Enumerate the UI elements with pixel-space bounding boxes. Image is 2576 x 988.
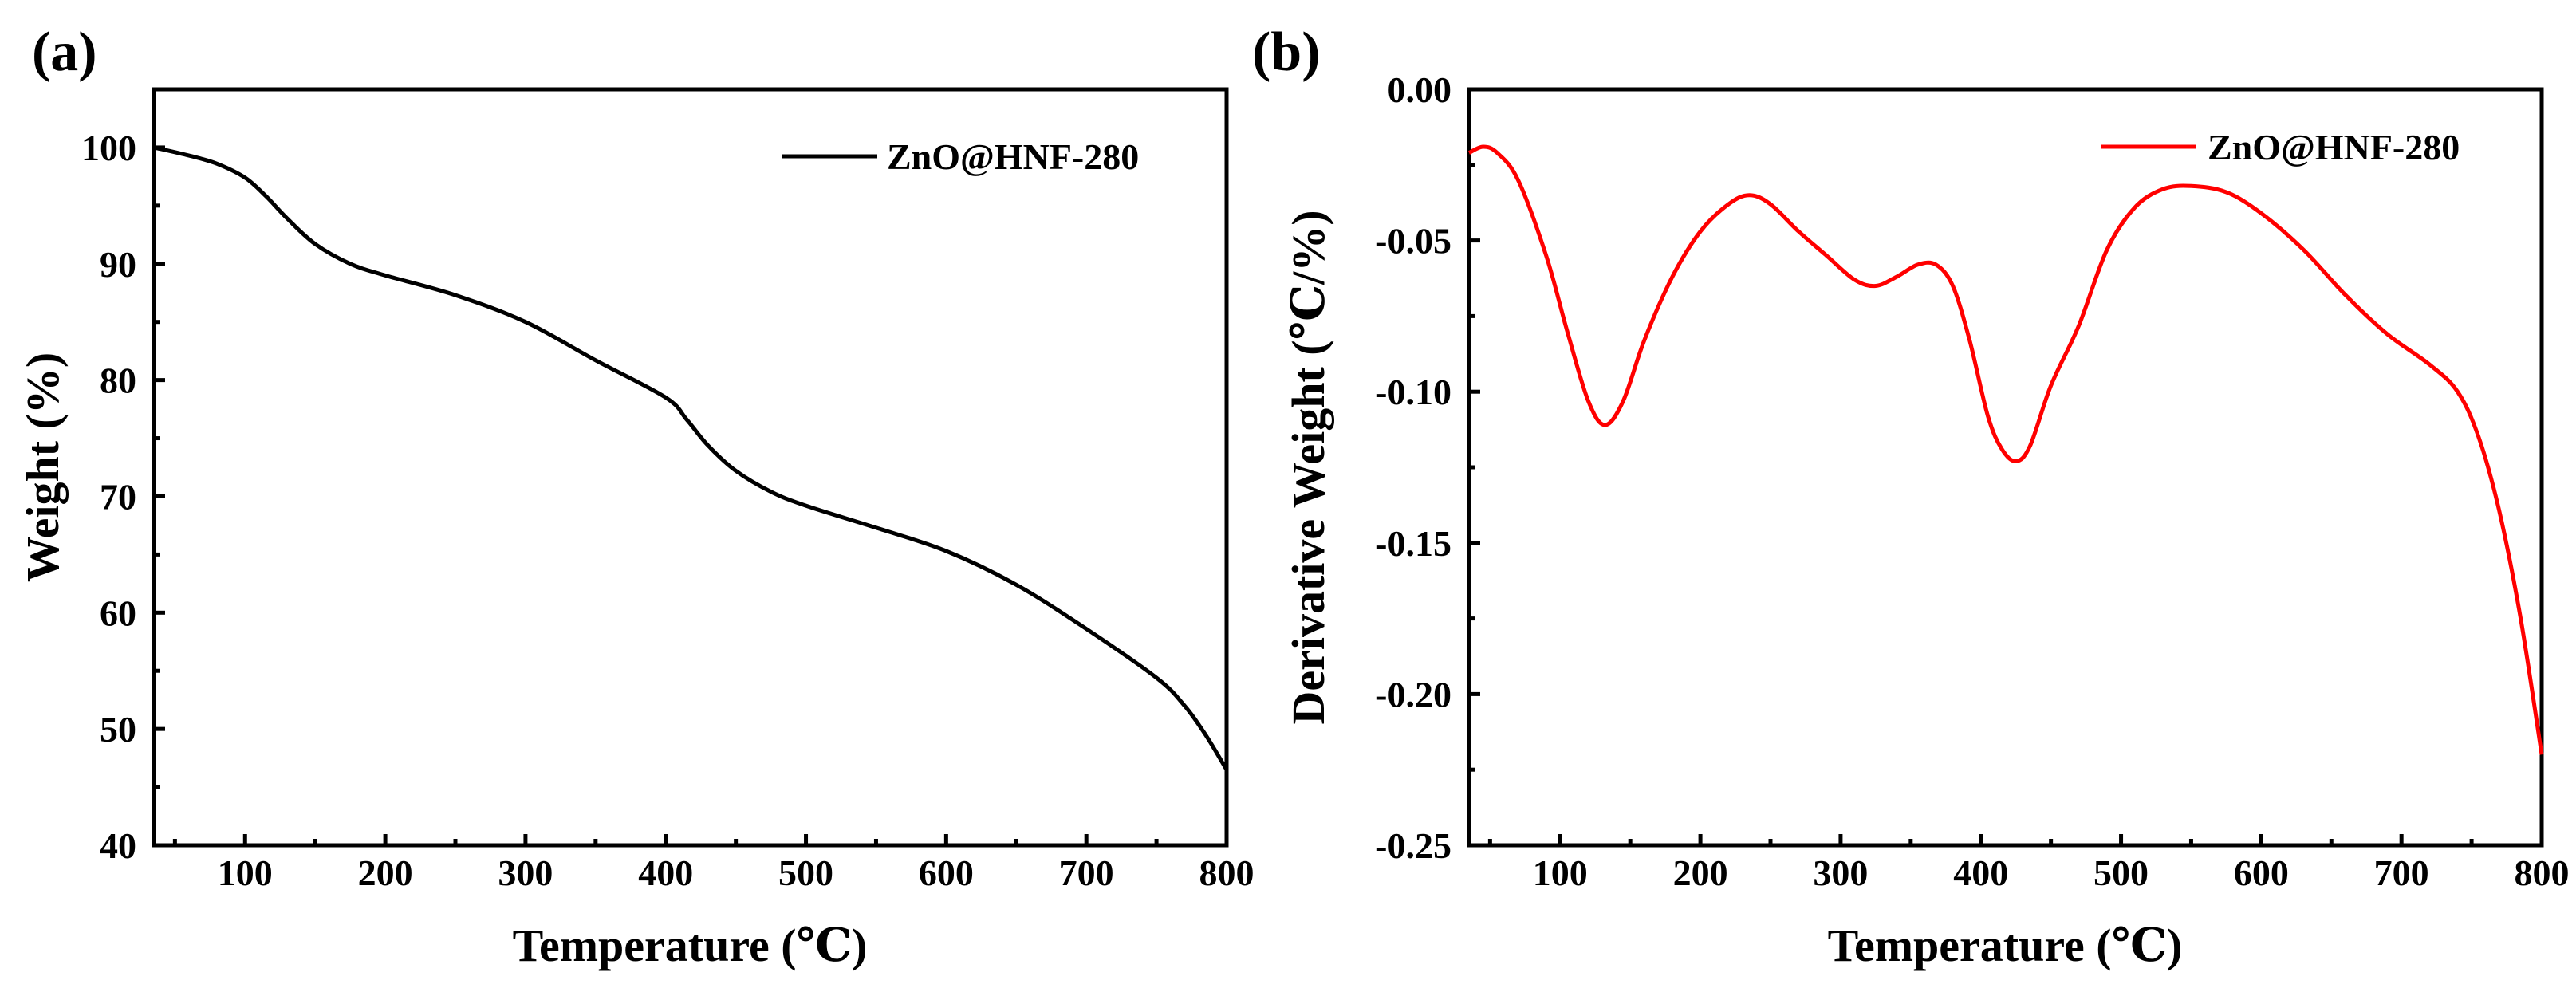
x-tick-label: 700 xyxy=(1059,852,1114,893)
x-tick-label: 600 xyxy=(2234,852,2289,893)
y-tick-label: 0.00 xyxy=(1388,69,1452,110)
panel-a-x-ticks: 100 200 300 400 500 600 700 800 xyxy=(172,834,1255,893)
x-tick-label: 500 xyxy=(778,852,833,893)
y-tick-label: -0.05 xyxy=(1375,221,1451,262)
y-tick-label: 90 xyxy=(100,244,136,285)
panel-b-y-ticks: 0.00 -0.05 -0.10 -0.15 -0.20 -0.25 xyxy=(1375,69,1480,866)
y-tick-label: -0.20 xyxy=(1375,674,1451,714)
panel-a-y-axis-title: Weight (%) xyxy=(17,352,69,582)
panel-b-y-axis-title: Derivative Weight (℃/%) xyxy=(1282,210,1334,724)
x-tick-label: 700 xyxy=(2374,852,2429,893)
x-tick-label: 100 xyxy=(218,852,273,893)
y-tick-label: 60 xyxy=(100,592,136,633)
x-tick-label: 400 xyxy=(638,852,693,893)
x-tick-label: 600 xyxy=(919,852,974,893)
x-tick-label: 800 xyxy=(1199,852,1255,893)
x-tick-label: 100 xyxy=(1533,852,1588,893)
y-tick-label: -0.10 xyxy=(1375,372,1451,412)
panel-a-label: (a) xyxy=(32,22,97,83)
x-tick-label: 800 xyxy=(2515,852,2570,893)
panel-a-y-ticks: 40 50 60 70 80 90 100 xyxy=(81,128,165,866)
y-tick-label: 80 xyxy=(100,360,136,401)
y-tick-label: 70 xyxy=(100,476,136,517)
x-tick-label: 200 xyxy=(1673,852,1728,893)
panel-b-plot-frame xyxy=(1467,87,2544,848)
panel-a-x-axis-title: Temperature (℃) xyxy=(513,919,868,971)
panel-b-derivative-chart: (b) 100 200 300 400 500 600 700 800 0.00 -0.05 -0… xyxy=(1252,22,2570,971)
panel-b-x-axis-title: Temperature (℃) xyxy=(1828,919,2183,971)
y-tick-label: -0.25 xyxy=(1375,825,1451,866)
panel-a-plot-frame xyxy=(152,87,1229,848)
x-tick-label: 300 xyxy=(498,852,553,893)
y-tick-label: 50 xyxy=(100,709,136,750)
panel-b-label: (b) xyxy=(1252,22,1321,83)
panel-b-legend-label: ZnO@HNF-280 xyxy=(2208,127,2460,167)
x-tick-label: 400 xyxy=(1953,852,2008,893)
panel-b-x-ticks: 100 200 300 400 500 600 700 800 xyxy=(1487,834,2570,893)
y-tick-label: 100 xyxy=(81,128,136,168)
y-tick-label: 40 xyxy=(100,825,136,866)
panel-a-weight-chart: (a) 100 200 300 400 500 600 700 800 40 50 60 70 80 9… xyxy=(17,22,1255,971)
x-tick-label: 300 xyxy=(1813,852,1868,893)
panel-a-legend-label: ZnO@HNF-280 xyxy=(887,136,1139,177)
x-tick-label: 500 xyxy=(2093,852,2149,893)
y-tick-label: -0.15 xyxy=(1375,523,1451,564)
panel-a-series-line xyxy=(153,145,1229,771)
panel-b-series-line xyxy=(1467,144,2544,755)
x-tick-label: 200 xyxy=(358,852,413,893)
